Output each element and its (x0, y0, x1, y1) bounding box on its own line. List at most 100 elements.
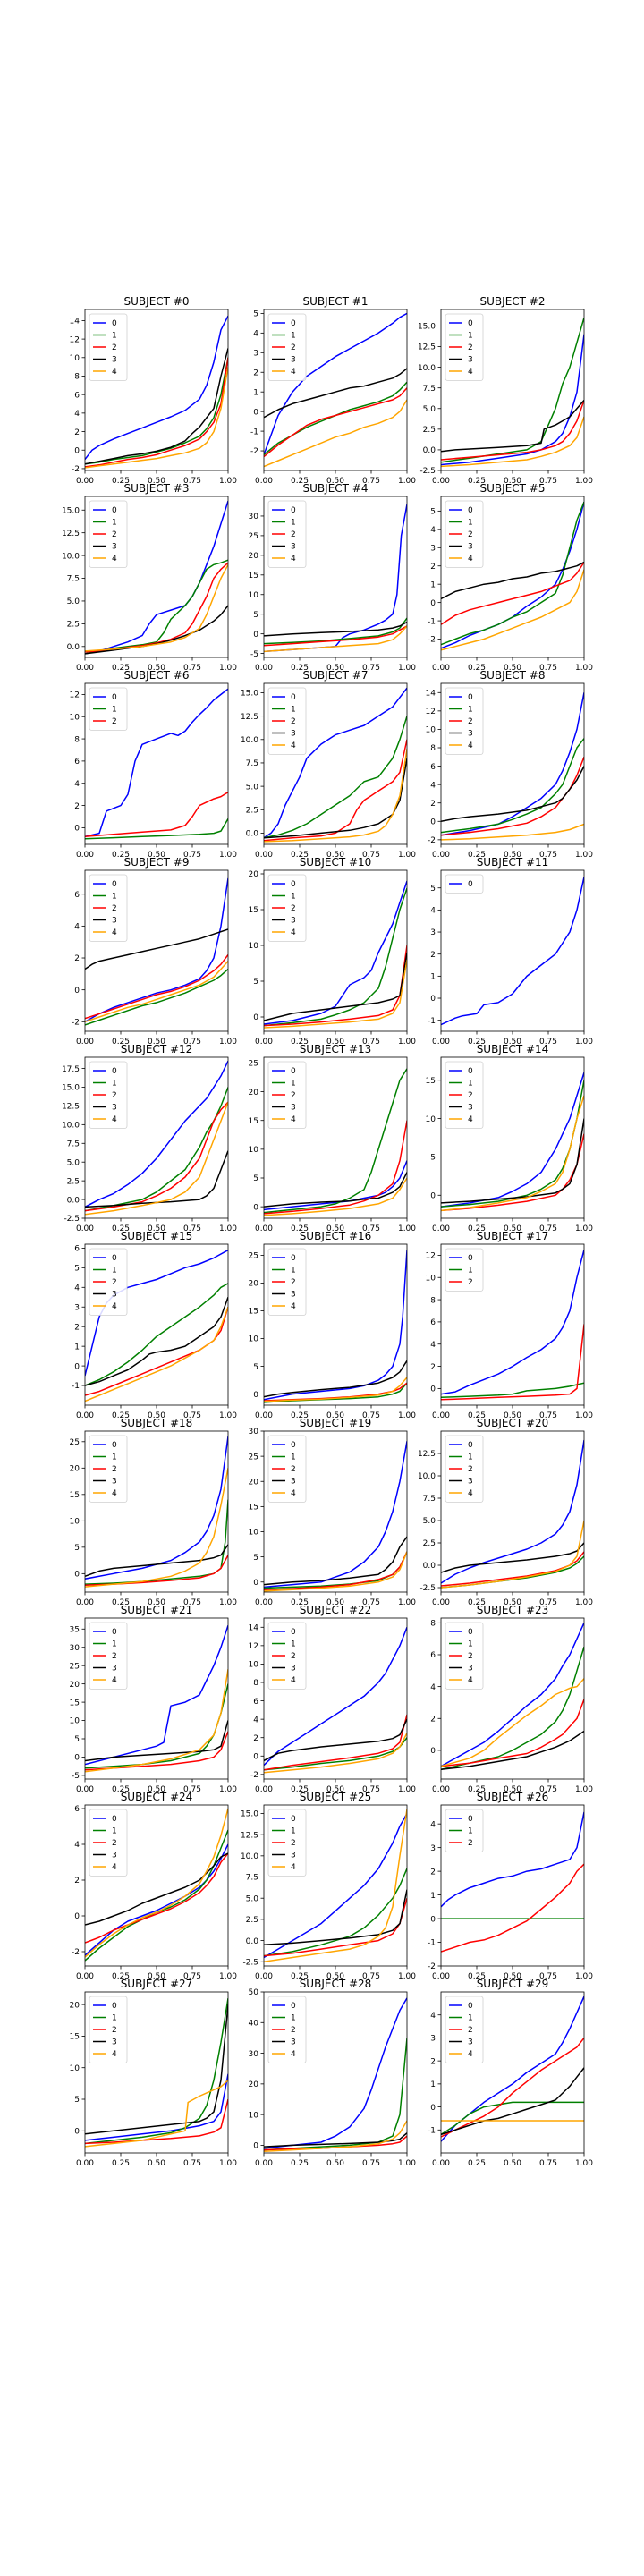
series-line-1 (441, 1646, 584, 1771)
y-tick-label: -2.5 (419, 1584, 436, 1593)
series-line-2 (441, 1551, 584, 1587)
series-line-4 (85, 1306, 228, 1402)
x-tick-label: 0.50 (326, 851, 344, 860)
legend-label: 2 (291, 1652, 296, 1661)
legend-label: 2 (468, 717, 473, 726)
series-line-1 (441, 501, 584, 646)
series-line-4 (264, 959, 407, 1029)
legend-label: 3 (468, 1665, 473, 1674)
subplot-24: SUBJECT #24 0.00 0.25 0.50 0.75 1.00 -2 0 2 4 6 0 1 2… (72, 1791, 237, 1981)
x-tick-label: 0.25 (291, 1972, 309, 1981)
y-tick-label: 6 (74, 891, 80, 900)
x-tick-label: 1.00 (575, 477, 593, 486)
y-tick-label: 4 (74, 1284, 80, 1292)
y-tick-label: 0 (430, 1915, 436, 1924)
chart-title: SUBJECT #12 (121, 1043, 193, 1055)
x-tick-label: 0.50 (504, 1598, 521, 1607)
legend-label: 3 (291, 1291, 296, 1300)
series-line-3 (85, 1852, 228, 1926)
legend-label: 3 (112, 2038, 117, 2047)
chart-title: SUBJECT #1 (303, 295, 369, 308)
x-tick-label: 0.75 (183, 477, 201, 486)
series-line-4 (441, 416, 584, 468)
series-line-1 (85, 1283, 228, 1386)
x-tick-label: 0.00 (432, 1785, 450, 1794)
series-line-4 (441, 823, 584, 841)
series-line-0 (441, 1622, 584, 1767)
legend-label: 1 (291, 1453, 296, 1462)
x-tick-label: 0.00 (432, 1038, 450, 1046)
legend-label: 3 (112, 1852, 117, 1860)
legend-label: 4 (112, 368, 117, 377)
x-tick-label: 0.00 (432, 664, 450, 673)
legend-label: 4 (468, 368, 473, 377)
legend-label: 1 (112, 706, 117, 715)
legend-label: 0 (112, 506, 117, 515)
chart-title: SUBJECT #3 (124, 482, 190, 495)
series-line-2 (264, 739, 407, 842)
x-tick-label: 0.75 (362, 2159, 380, 2168)
x-tick-label: 0.00 (255, 1411, 273, 1420)
y-tick-label: 8 (430, 1296, 436, 1305)
series-line-4 (264, 1733, 407, 1774)
y-tick-label: 0 (430, 995, 436, 1004)
series-line-2 (441, 1699, 584, 1767)
y-tick-label: -2.5 (419, 467, 436, 476)
legend-label: 0 (291, 319, 296, 328)
x-tick-label: 1.00 (219, 1224, 237, 1233)
x-tick-label: 0.25 (468, 1224, 486, 1233)
x-tick-label: 0.75 (183, 1038, 201, 1046)
x-tick-label: 1.00 (219, 1038, 237, 1046)
x-tick-label: 0.75 (539, 1972, 557, 1981)
y-tick-label: 2 (430, 1715, 436, 1724)
y-tick-label: -2 (428, 1962, 436, 1971)
series-line-1 (441, 1382, 584, 1399)
legend-label: 2 (112, 1465, 117, 1474)
x-tick-label: 1.00 (398, 664, 416, 673)
x-tick-label: 0.50 (326, 1785, 344, 1794)
y-tick-label: 7.5 (67, 1140, 80, 1148)
series-line-4 (264, 1809, 407, 1963)
y-tick-label: 7.5 (423, 385, 436, 394)
y-tick-label: 10 (70, 713, 80, 722)
series-line-0 (85, 500, 228, 655)
y-tick-label: 20 (70, 1681, 80, 1690)
legend-box (267, 1435, 307, 1503)
y-tick-label: 12.5 (241, 713, 258, 722)
chart-title: SUBJECT #27 (121, 1978, 193, 1990)
series-line-1 (85, 818, 228, 840)
chart-title: SUBJECT #16 (300, 1230, 372, 1242)
legend-label: 4 (291, 741, 296, 750)
chart-title: SUBJECT #26 (477, 1791, 549, 1803)
axes-frame (263, 1243, 408, 1406)
chart-title: SUBJECT #20 (477, 1417, 549, 1429)
y-tick-label: 12 (426, 708, 436, 716)
x-tick-label: 0.75 (362, 477, 380, 486)
y-tick-label: 0 (253, 631, 258, 640)
x-tick-label: 0.75 (362, 664, 380, 673)
x-tick-label: 0.25 (112, 1598, 130, 1607)
y-tick-label: 5.0 (423, 405, 436, 414)
subplot-20: SUBJECT #20 0.00 0.25 0.50 0.75 1.00 -2.5 0.0 2.… (418, 1417, 593, 1607)
y-tick-label: 20 (249, 1478, 259, 1487)
subplot-16: SUBJECT #160.00 0.25 0.50 0.75 1.00051015202… (249, 1230, 417, 1420)
y-tick-label: 10.0 (62, 552, 80, 561)
legend-box (89, 1061, 128, 1129)
y-tick-label: 30 (249, 2050, 259, 2059)
legend-box (89, 313, 128, 381)
y-tick-label: 4 (430, 2012, 436, 2021)
series-line-2 (264, 1551, 407, 1590)
legend-box (267, 1061, 307, 1129)
legend-label: 0 (112, 693, 117, 702)
series-line-3 (264, 758, 407, 839)
x-tick-label: 0.75 (539, 664, 557, 673)
series-line-0 (264, 1160, 407, 1211)
x-tick-label: 0.00 (255, 1038, 273, 1046)
series-line-0 (85, 315, 228, 461)
axes-frame (84, 1617, 229, 1780)
legend-label: 4 (291, 368, 296, 377)
subplot-25: SUBJECT #25 0.00 0.25 0.50 0.75 1.00 -2.5 0.0 2.… (241, 1791, 416, 1981)
legend-label: 1 (468, 1640, 473, 1649)
series-line-2 (264, 1120, 407, 1215)
x-tick-label: 0.00 (432, 851, 450, 860)
